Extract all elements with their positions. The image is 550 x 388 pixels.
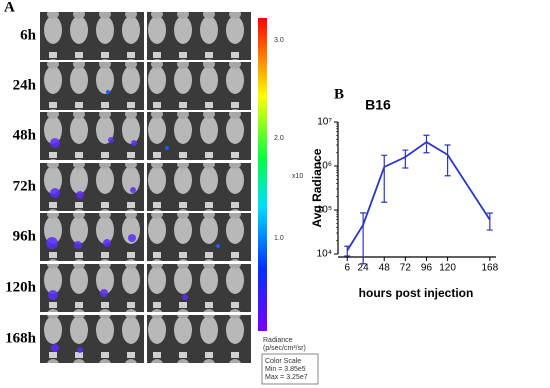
y-tick-label: 10⁴ (317, 249, 332, 260)
row-label: 72h (13, 178, 37, 194)
panel-label: A (4, 0, 15, 15)
colorbar-tick: 1.0 (274, 235, 284, 242)
error-bar (444, 144, 451, 177)
row-label: 168h (5, 330, 37, 346)
colorbar-tick: 2.0 (274, 135, 284, 142)
panel-label: B (334, 86, 344, 102)
panel-a-images (40, 12, 251, 363)
x-tick-label: 72 (400, 263, 412, 274)
error-bar (344, 245, 351, 257)
line (346, 140, 491, 251)
row-label: 96h (13, 228, 37, 244)
row-label: 24h (13, 77, 37, 93)
color-scale-min: Min = 3.85e5 (265, 366, 306, 373)
radiance-label: Radiance (263, 337, 293, 344)
y-tick-label: 10⁵ (317, 205, 332, 216)
y-tick-label: 10⁶ (317, 161, 332, 172)
color-scale-max: Max = 3.25e7 (265, 374, 308, 381)
radiance-unit: (p/sec/cm²/sr) (263, 345, 306, 352)
row-label: 48h (13, 127, 37, 143)
chart-title: B16 (365, 97, 391, 113)
color-scale-box (261, 353, 319, 385)
row-label: 120h (5, 279, 37, 295)
x-axis-title: hours post injection (359, 286, 474, 300)
error-bar (360, 212, 367, 265)
x-tick-label: 48 (379, 263, 391, 274)
x-tick-label: 120 (439, 263, 456, 274)
error-bar (423, 134, 430, 154)
error-bar (486, 212, 493, 231)
x-tick-label: 6 (344, 263, 350, 274)
error-bar (381, 154, 388, 203)
row-label: 6h (20, 27, 37, 43)
x-tick-label: 168 (481, 263, 498, 274)
colorbar-unit: x10 (292, 173, 303, 180)
color-scale-title: Color Scale (265, 358, 301, 365)
colorbar-tick: 3.0 (274, 37, 284, 44)
y-axis-title: Avg Radiance (310, 148, 324, 227)
x-tick-label: 96 (421, 263, 433, 274)
x-tick-label: 24 (358, 263, 370, 274)
y-tick-label: 10⁷ (317, 117, 332, 128)
error-bar (402, 149, 409, 169)
colorbar (258, 18, 267, 331)
